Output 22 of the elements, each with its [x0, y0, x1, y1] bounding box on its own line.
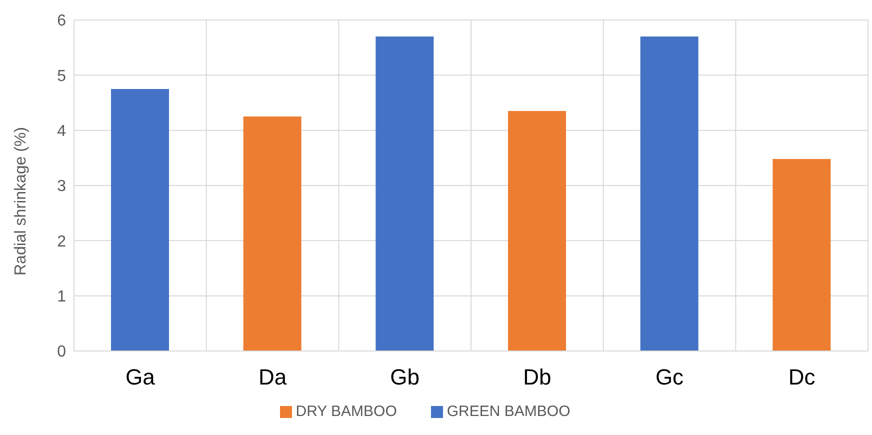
y-tick-label: 4: [57, 123, 66, 140]
bar: [243, 116, 302, 351]
bar: [640, 36, 698, 351]
bar: [111, 88, 169, 351]
y-tick-label: 1: [57, 288, 66, 306]
x-tick-label: Da: [258, 364, 288, 390]
bar: [508, 111, 566, 351]
bar: [376, 36, 434, 351]
y-axis-title: Radial shrinkage (%): [12, 126, 30, 276]
y-tick-label: 6: [57, 12, 66, 30]
x-tick-label: Gb: [390, 364, 420, 390]
legend-label: GREEN BAMBOO: [446, 403, 570, 420]
y-tick-label: 0: [57, 344, 66, 361]
y-tick-label: 2: [57, 233, 66, 250]
y-tick-label: 5: [57, 68, 66, 85]
x-tick-label: Gc: [655, 364, 684, 390]
x-tick-label: Ga: [125, 364, 156, 390]
bar: [772, 159, 831, 351]
x-tick-label: Dc: [788, 364, 816, 390]
y-tick-label: 3: [57, 178, 66, 196]
legend-label: DRY BAMBOO: [296, 403, 397, 420]
x-tick-label: Db: [523, 364, 552, 390]
